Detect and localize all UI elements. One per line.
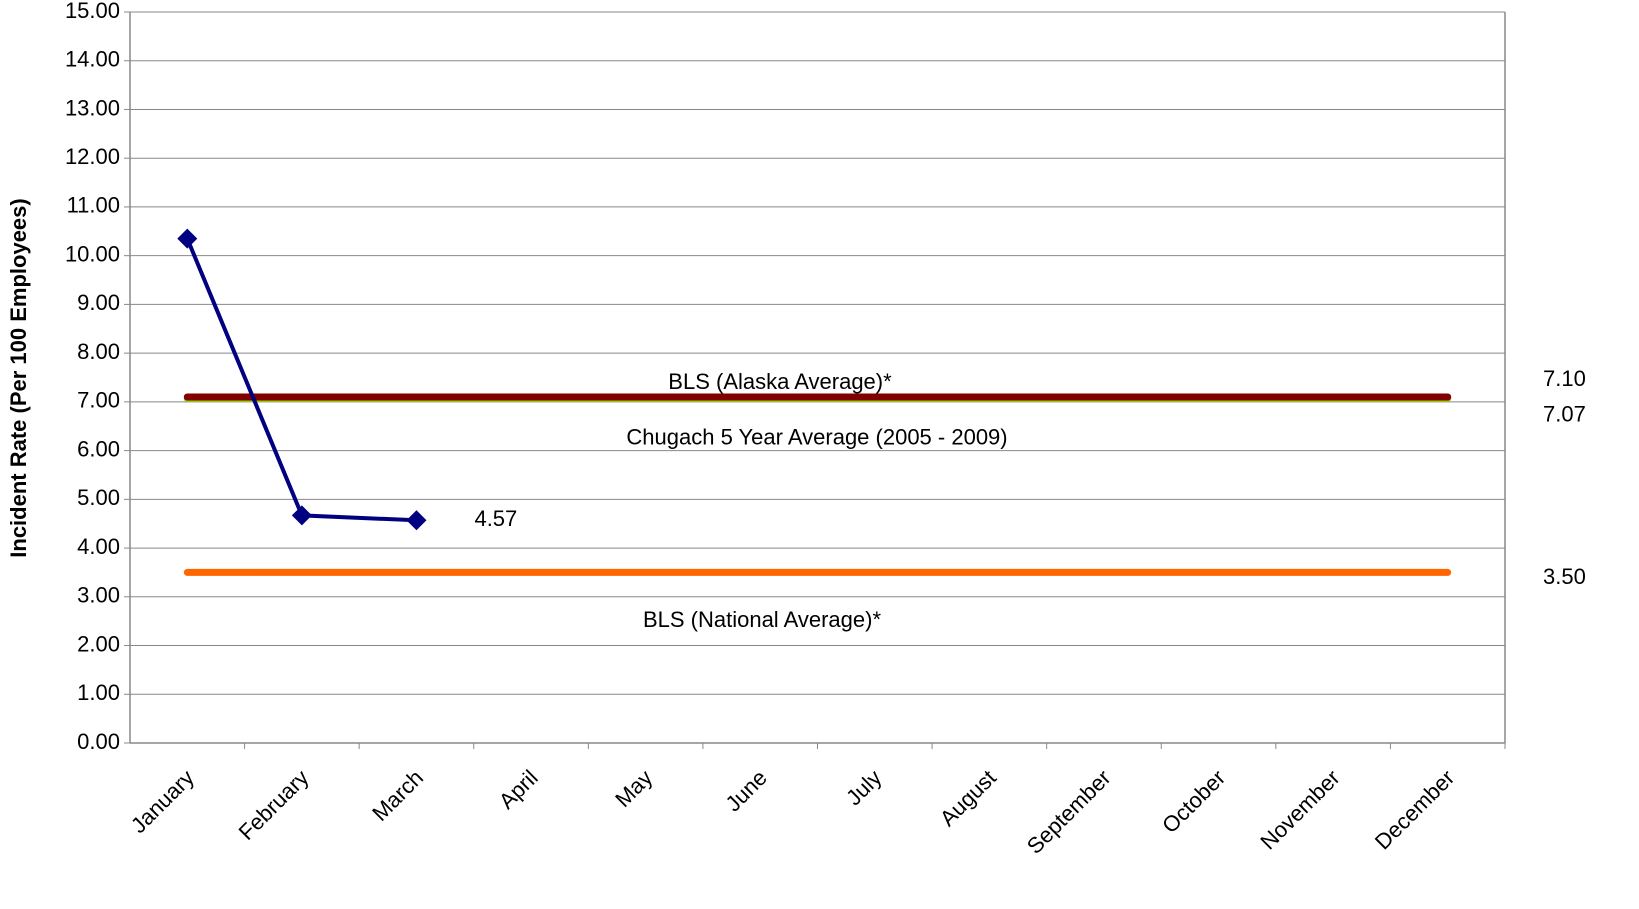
y-tick-label: 2.00 (77, 631, 120, 656)
data-label: 4.57 (474, 506, 517, 531)
x-tick-label: June (720, 765, 771, 816)
y-tick-label: 7.00 (77, 388, 120, 413)
y-tick-label: 8.00 (77, 339, 120, 364)
data-point (291, 505, 312, 526)
data-point (177, 228, 198, 249)
series-name: Chugach 5 Year Average (2005 - 2009) (626, 424, 1007, 449)
y-tick-label: 11.00 (67, 193, 120, 218)
data-label: 7.07 (1543, 401, 1586, 426)
y-tick-label: 13.00 (65, 95, 120, 120)
data-label: 3.50 (1543, 564, 1586, 589)
y-tick-label: 10.00 (65, 241, 120, 266)
data-point (406, 510, 427, 531)
series-name: BLS (Alaska Average)* (668, 369, 892, 394)
y-tick-label: 5.00 (77, 485, 120, 510)
y-tick-label: 15.00 (65, 0, 120, 23)
y-tick-label: 14.00 (65, 47, 120, 72)
x-tick-label: March (367, 765, 428, 826)
x-tick-label: February (234, 765, 314, 845)
x-tick-label: October (1157, 765, 1230, 838)
y-tick-label: 0.00 (77, 729, 120, 754)
x-tick-label: April (494, 765, 543, 814)
y-tick-label: 6.00 (77, 436, 120, 461)
y-tick-label: 4.00 (77, 534, 120, 559)
y-tick-label: 12.00 (65, 144, 120, 169)
x-tick-label: November (1255, 765, 1344, 854)
x-tick-label: January (126, 765, 199, 838)
x-tick-label: December (1370, 765, 1459, 854)
data-label: 7.10 (1543, 366, 1586, 391)
x-tick-label: July (841, 765, 886, 810)
x-tick-label: September (1022, 765, 1116, 859)
x-tick-label: August (935, 765, 1001, 831)
series-line (185, 237, 417, 523)
y-axis-label: Incident Rate (Per 100 Employees) (6, 198, 31, 557)
y-tick-label: 9.00 (77, 290, 120, 315)
y-tick-label: 3.00 (77, 583, 120, 608)
x-tick-label: May (610, 765, 657, 812)
series-name: BLS (National Average)* (643, 607, 882, 632)
y-tick-label: 1.00 (77, 680, 120, 705)
